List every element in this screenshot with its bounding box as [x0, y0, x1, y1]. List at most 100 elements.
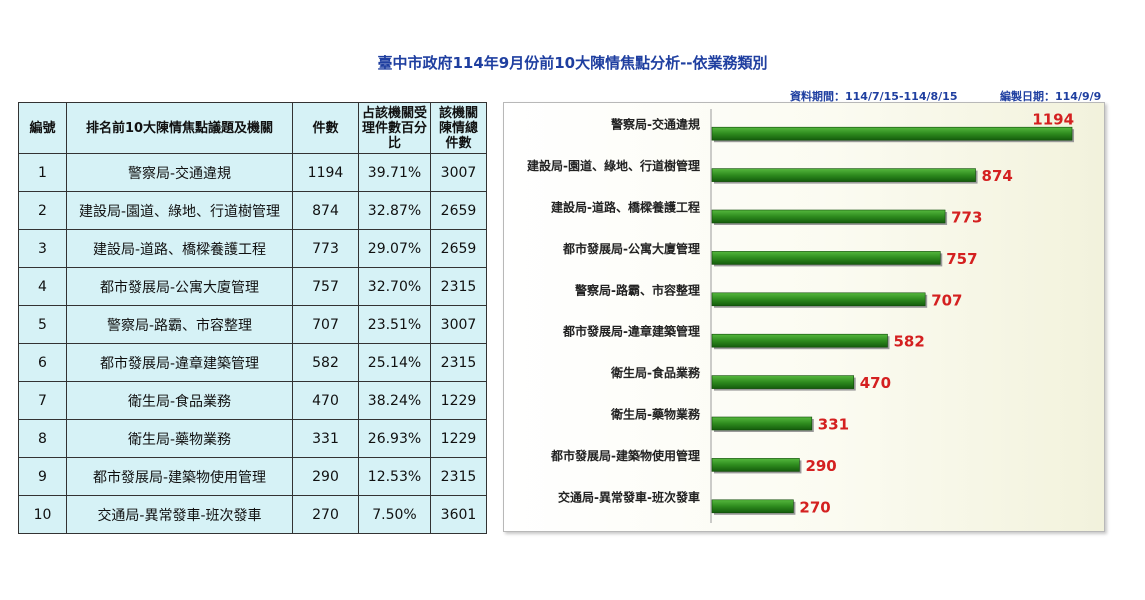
cell-topic: 警察局-路霸、市容整理: [66, 305, 293, 344]
data-period-label: 資料期間：114/7/15-114/8/15: [790, 90, 958, 103]
table-row: 6 都市發展局-違章建築管理 582 25.14% 2315: [18, 343, 487, 382]
cell-total: 2315: [430, 343, 487, 382]
data-label: 1194: [1032, 111, 1074, 129]
cell-count: 874: [292, 191, 359, 230]
data-label: 707: [931, 291, 962, 309]
table-row: 4 都市發展局-公寓大廈管理 757 32.70% 2315: [18, 267, 487, 306]
cell-total: 2315: [430, 267, 487, 306]
chart-panel: 警察局-交通違規 1194 建設局-園道、綠地、行道樹管理 874 建設局-道路、橋樑養…: [503, 102, 1105, 532]
cell-percent: 12.53%: [358, 457, 431, 496]
category-label: 警察局-交通違規: [610, 117, 700, 132]
ranking-table: 編號 排名前10大陳情焦點議題及機關 件數 占該機關受理件數百分比 該機關陳情總…: [18, 102, 487, 534]
cell-percent: 23.51%: [358, 305, 431, 344]
header-no: 編號: [18, 102, 67, 154]
cell-topic: 都市發展局-建築物使用管理: [66, 457, 293, 496]
cell-topic: 都市發展局-違章建築管理: [66, 343, 293, 382]
table-row: 3 建設局-道路、橋樑養護工程 773 29.07% 2659: [18, 229, 487, 268]
category-label: 警察局-路霸、市容整理: [574, 282, 700, 297]
cell-count: 757: [292, 267, 359, 306]
category-label: 建設局-道路、橋樑養護工程: [550, 200, 700, 215]
header-topic: 排名前10大陳情焦點議題及機關: [66, 102, 293, 154]
data-label: 270: [799, 498, 830, 516]
cell-count: 290: [292, 457, 359, 496]
header-count: 件數: [292, 102, 359, 154]
cell-total: 3601: [430, 495, 487, 534]
cell-total: 3007: [430, 305, 487, 344]
cell-count: 707: [292, 305, 359, 344]
cell-count: 270: [292, 495, 359, 534]
cell-topic: 警察局-交通違規: [66, 153, 293, 192]
cell-total: 2315: [430, 457, 487, 496]
table-row: 2 建設局-園道、綠地、行道樹管理 874 32.87% 2659: [18, 191, 487, 230]
table-row: 1 警察局-交通違規 1194 39.71% 3007: [18, 153, 487, 192]
cell-topic: 交通局-異常發車-班次發車: [66, 495, 293, 534]
cell-count: 582: [292, 343, 359, 382]
cell-no: 5: [18, 305, 67, 344]
cell-topic: 建設局-道路、橋樑養護工程: [66, 229, 293, 268]
table-row: 7 衛生局-食品業務 470 38.24% 1229: [18, 381, 487, 420]
page-title: 臺中市政府114年9月份前10大陳情焦點分析--依業務類別: [377, 54, 768, 72]
cell-no: 2: [18, 191, 67, 230]
category-label: 衛生局-藥物業務: [610, 407, 701, 422]
cell-percent: 32.87%: [358, 191, 431, 230]
table-row: 8 衛生局-藥物業務 331 26.93% 1229: [18, 419, 487, 458]
cell-no: 3: [18, 229, 67, 268]
cell-no: 4: [18, 267, 67, 306]
bar: [711, 292, 926, 307]
category-label: 交通局-異常發車-班次發車: [558, 489, 700, 504]
bar: [711, 209, 946, 224]
header-percent: 占該機關受理件數百分比: [358, 102, 431, 154]
data-label: 582: [893, 333, 924, 351]
cell-percent: 25.14%: [358, 343, 431, 382]
cell-total: 1229: [430, 419, 487, 458]
bar: [711, 126, 1073, 141]
cell-topic: 衛生局-食品業務: [66, 381, 293, 420]
compile-date-label: 編製日期：114/9/9: [1000, 90, 1102, 103]
header-total: 該機關陳情總件數: [430, 102, 487, 154]
cell-percent: 7.50%: [358, 495, 431, 534]
cell-count: 331: [292, 419, 359, 458]
data-label: 331: [818, 416, 849, 434]
table-row: 9 都市發展局-建築物使用管理 290 12.53% 2315: [18, 457, 487, 496]
cell-topic: 都市發展局-公寓大廈管理: [66, 267, 293, 306]
bar: [711, 375, 855, 389]
cell-no: 7: [18, 381, 67, 420]
data-label: 874: [982, 167, 1013, 185]
bar: [711, 458, 800, 472]
cell-no: 9: [18, 457, 67, 496]
cell-topic: 建設局-園道、綠地、行道樹管理: [66, 191, 293, 230]
cell-count: 1194: [292, 153, 359, 192]
cell-percent: 38.24%: [358, 381, 431, 420]
category-label: 都市發展局-違章建築管理: [562, 324, 700, 339]
table-row: 5 警察局-路霸、市容整理 707 23.51% 3007: [18, 305, 487, 344]
cell-no: 10: [18, 495, 67, 534]
table-row: 10 交通局-異常發車-班次發車 270 7.50% 3601: [18, 495, 487, 534]
cell-topic: 衛生局-藥物業務: [66, 419, 293, 458]
category-label: 衛生局-食品業務: [610, 365, 701, 380]
cell-percent: 32.70%: [358, 267, 431, 306]
category-label: 建設局-園道、綠地、行道樹管理: [526, 158, 700, 173]
bar: [711, 416, 813, 431]
data-label: 773: [951, 209, 982, 227]
cell-no: 6: [18, 343, 67, 382]
cell-no: 1: [18, 153, 67, 192]
category-label: 都市發展局-公寓大廈管理: [562, 241, 700, 256]
cell-count: 470: [292, 381, 359, 420]
cell-percent: 26.93%: [358, 419, 431, 458]
cell-total: 1229: [430, 381, 487, 420]
cell-percent: 39.71%: [358, 153, 431, 192]
data-label: 290: [805, 457, 836, 475]
bar: [711, 251, 941, 265]
cell-total: 3007: [430, 153, 487, 192]
cell-count: 773: [292, 229, 359, 268]
cell-percent: 29.07%: [358, 229, 431, 268]
cell-no: 8: [18, 419, 67, 458]
table-header-row: 編號 排名前10大陳情焦點議題及機關 件數 占該機關受理件數百分比 該機關陳情總…: [18, 102, 487, 154]
data-label: 470: [860, 374, 891, 392]
bar: [711, 499, 794, 514]
data-label: 757: [946, 250, 977, 268]
bar-chart: 警察局-交通違規 1194 建設局-園道、綠地、行道樹管理 874 建設局-道路、橋樑養…: [526, 109, 1075, 523]
cell-total: 2659: [430, 191, 487, 230]
bar: [711, 168, 976, 182]
category-label: 都市發展局-建築物使用管理: [550, 448, 700, 463]
